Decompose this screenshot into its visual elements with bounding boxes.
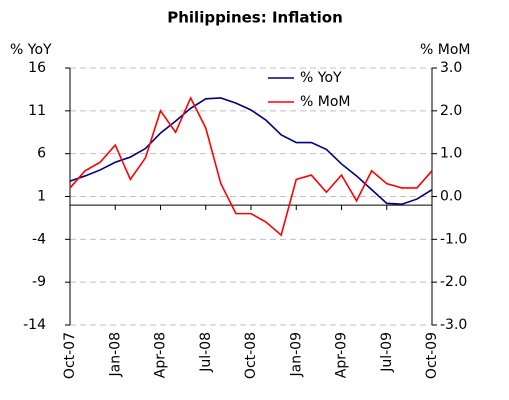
- y2-tick-label: -1.0: [440, 231, 467, 247]
- y-tick-label: 11: [28, 103, 46, 119]
- y-tick-label: 6: [37, 146, 46, 162]
- y2-tick-label: 3.0: [440, 60, 462, 76]
- y2-axis-label: % MoM: [420, 42, 470, 58]
- y-tick-label: 1: [37, 189, 46, 205]
- series-line: [69, 96, 433, 237]
- y2-tick-label: 1.0: [440, 146, 462, 162]
- x-tick-label: Jul-09: [379, 332, 395, 373]
- x-tick-label: Jan-08: [107, 332, 123, 377]
- y-tick-label: -9: [32, 274, 46, 290]
- y2-tick-label: 2.0: [440, 103, 462, 119]
- x-tick-label: Apr-09: [334, 332, 350, 378]
- chart-title: Philippines: Inflation: [167, 9, 343, 27]
- x-tick-label: Apr-08: [153, 332, 169, 378]
- y2-tick-label: 0.0: [440, 189, 462, 205]
- x-tick-label: Oct-07: [62, 332, 78, 379]
- x-tick-label: Oct-08: [243, 332, 259, 379]
- y2-tick-label: -2.0: [440, 274, 467, 290]
- y-tick-label: 16: [28, 60, 46, 76]
- x-tick-label: Jul-08: [198, 332, 214, 373]
- x-tick-label: Oct-09: [424, 332, 440, 379]
- y-tick-label: -14: [23, 317, 46, 333]
- y-axis-label: % YoY: [10, 42, 52, 58]
- legend-label: % YoY: [300, 70, 342, 86]
- legend-label: % MoM: [300, 94, 350, 110]
- series-line: [69, 97, 433, 206]
- x-tick-label: Jan-09: [288, 332, 304, 377]
- y-tick-label: -4: [32, 231, 46, 247]
- y2-tick-label: -3.0: [440, 317, 467, 333]
